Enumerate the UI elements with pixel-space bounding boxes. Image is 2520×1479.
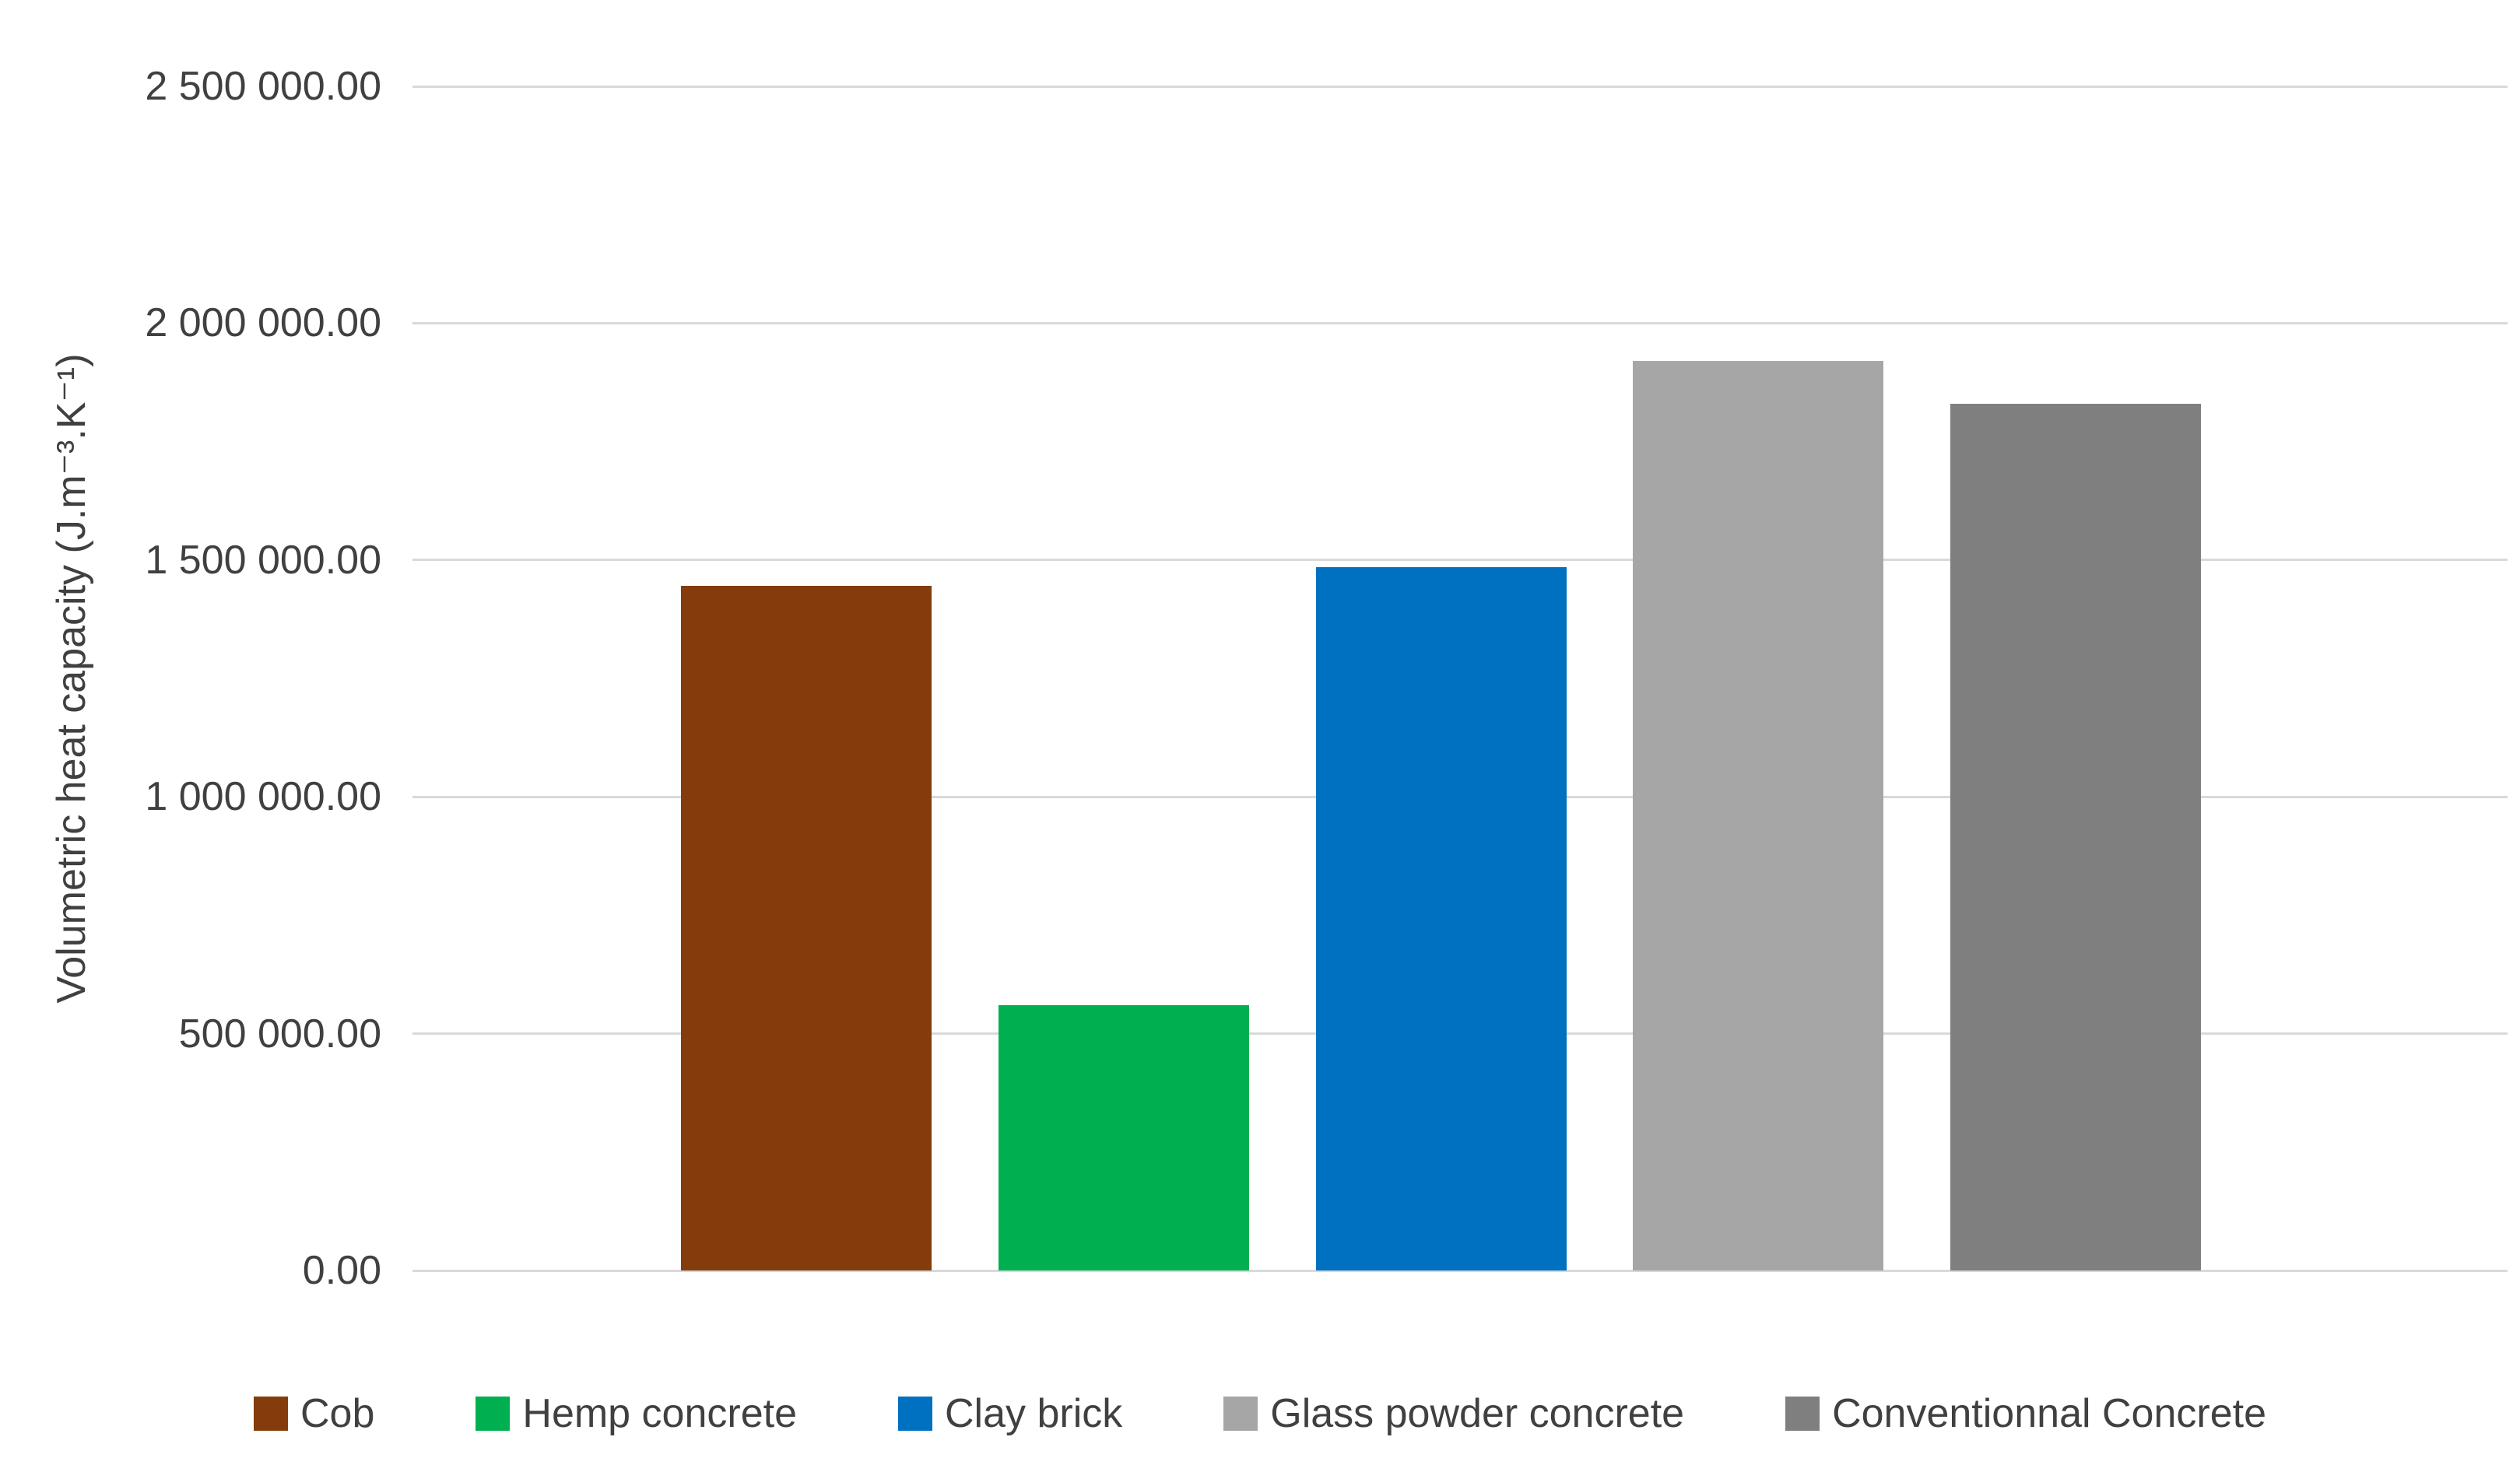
bar-clay-brick: [1315, 566, 1567, 1270]
legend-item-glass-powder-concrete: Glass powder concrete: [1223, 1390, 1684, 1437]
legend-swatch-hemp-concrete: [476, 1397, 511, 1431]
gridline: [412, 85, 2508, 88]
y-axis-tick-label: 500 000.00: [178, 1011, 381, 1057]
plot-area: [412, 85, 2508, 1272]
gridline: [412, 1269, 2508, 1272]
bar-hemp-concrete: [998, 1005, 1249, 1270]
legend-label-hemp-concrete: Hemp concrete: [522, 1391, 797, 1436]
bar-cob: [681, 586, 932, 1270]
legend-label-clay-brick: Clay brick: [945, 1391, 1123, 1436]
gridline: [412, 321, 2508, 324]
y-axis-tick-label: 1 500 000.00: [145, 537, 381, 583]
legend-label-conventionnal-concrete: Conventionnal Concrete: [1832, 1391, 2266, 1436]
legend-swatch-conventionnal-concrete: [1785, 1397, 1820, 1431]
legend: Cob Hemp concrete Clay brick Glass powder c…: [0, 1379, 2520, 1449]
y-axis-tick-label: 2 000 000.00: [145, 300, 381, 346]
legend-swatch-clay-brick: [898, 1397, 932, 1431]
y-axis-tick-label: 1 000 000.00: [145, 774, 381, 820]
legend-swatch-glass-powder-concrete: [1223, 1397, 1258, 1431]
legend-label-cob: Cob: [300, 1391, 375, 1436]
gridline: [412, 559, 2508, 562]
y-axis-title: Volumetric heat capacity (J.m⁻³.K⁻¹): [49, 353, 94, 1004]
y-axis-tick-label: 0.00: [302, 1248, 381, 1293]
bar-glass-powder-concrete: [1633, 361, 1884, 1270]
y-axis-tick-label: 2 500 000.00: [145, 64, 381, 109]
legend-swatch-cob: [253, 1397, 288, 1431]
legend-item-clay-brick: Clay brick: [898, 1390, 1122, 1437]
legend-item-cob: Cob: [253, 1390, 375, 1437]
legend-item-conventionnal-concrete: Conventionnal Concrete: [1785, 1390, 2266, 1437]
bar-conventionnal-concrete: [1950, 403, 2201, 1270]
legend-label-glass-powder-concrete: Glass powder concrete: [1270, 1391, 1685, 1436]
legend-item-hemp-concrete: Hemp concrete: [476, 1390, 797, 1437]
